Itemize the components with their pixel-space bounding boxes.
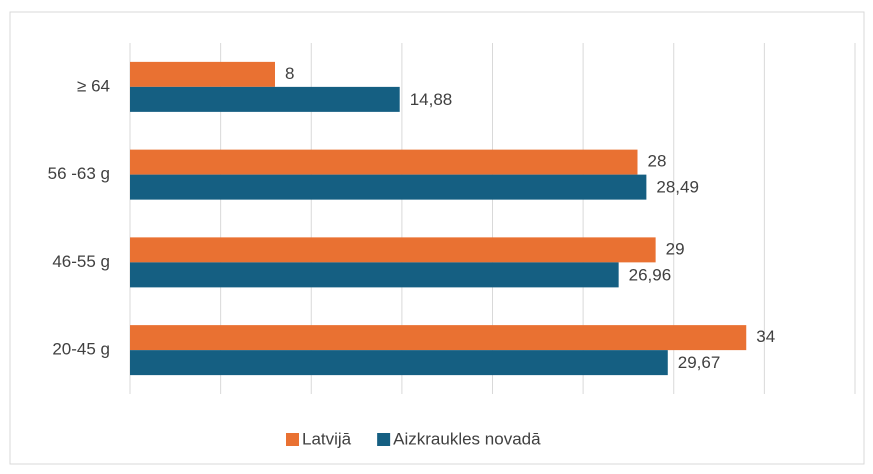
data-label: 14,88 bbox=[410, 90, 453, 109]
bar bbox=[130, 61, 275, 87]
bar bbox=[130, 237, 656, 263]
legend-swatch bbox=[377, 433, 391, 446]
data-label: 29 bbox=[666, 239, 685, 258]
data-label: 34 bbox=[756, 327, 775, 346]
bar bbox=[130, 174, 647, 200]
bar bbox=[130, 325, 747, 351]
y-tick-label: 56 -63 g bbox=[48, 164, 110, 183]
data-label: 26,96 bbox=[629, 265, 672, 284]
bar bbox=[130, 86, 400, 112]
data-label: 28 bbox=[648, 152, 667, 171]
bar bbox=[130, 262, 619, 288]
y-tick-label: 20-45 g bbox=[52, 340, 110, 359]
bar bbox=[130, 350, 668, 376]
data-label: 8 bbox=[285, 64, 294, 83]
data-label: 29,67 bbox=[678, 353, 721, 372]
legend-swatch bbox=[286, 433, 299, 446]
data-label: 28,49 bbox=[656, 178, 699, 197]
legend-label: Latvijā bbox=[302, 429, 352, 448]
bar bbox=[130, 149, 638, 175]
y-tick-label: ≥ 64 bbox=[77, 76, 110, 95]
legend-label: Aizkraukles novadā bbox=[393, 429, 541, 448]
y-tick-label: 46-55 g bbox=[52, 252, 110, 271]
